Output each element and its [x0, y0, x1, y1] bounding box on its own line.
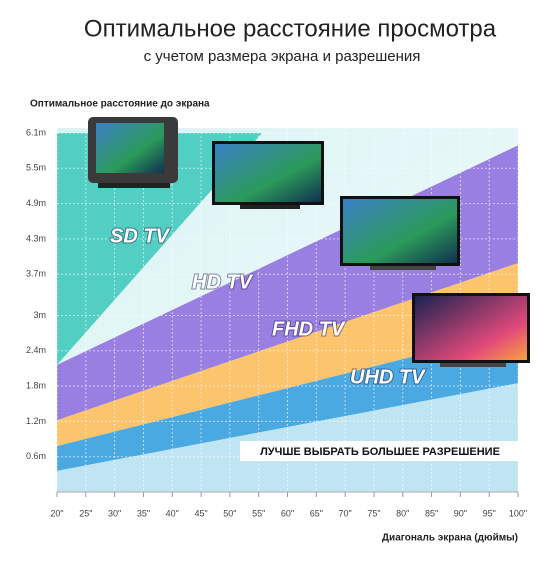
y-axis-label: Оптимальное расстояние до экрана	[30, 99, 210, 110]
x-tick-label: 45"	[194, 508, 207, 518]
x-axis-label: Диагональ экрана (дюймы)	[382, 533, 518, 544]
x-tick-label: 80"	[396, 508, 409, 518]
band-label: SD TV	[110, 225, 171, 247]
band-label: HD TV	[192, 271, 254, 293]
y-tick-label: 2.4m	[26, 345, 46, 355]
x-tick-label: 25"	[79, 508, 92, 518]
y-tick-label: 1.2m	[26, 416, 46, 426]
y-tick-label: 4.3m	[26, 233, 46, 243]
tv-icons	[88, 117, 530, 367]
y-tick-label: 3.7m	[26, 269, 46, 279]
x-tick-label: 90"	[454, 508, 467, 518]
x-tick-label: 40"	[166, 508, 179, 518]
title: Оптимальное расстояние просмотра	[84, 15, 497, 42]
annotation: ЛУЧШЕ ВЫБРАТЬ БОЛЬШЕЕ РАЗРЕШЕНИЕ	[260, 446, 500, 458]
x-tick-label: 30"	[108, 508, 121, 518]
y-tick-label: 5.5m	[26, 163, 46, 173]
x-tick-label: 95"	[483, 508, 496, 518]
y-tick-label: 0.6m	[26, 451, 46, 461]
x-tick-label: 70"	[339, 508, 352, 518]
x-tick-label: 35"	[137, 508, 150, 518]
x-tick-label: 65"	[310, 508, 323, 518]
band	[57, 133, 263, 365]
annotation-box	[240, 441, 518, 461]
y-tick-label: 4.9m	[26, 198, 46, 208]
x-tick-label: 85"	[425, 508, 438, 518]
x-tick-label: 20"	[50, 508, 63, 518]
x-tick-label: 75"	[367, 508, 380, 518]
y-tick-label: 6.1m	[26, 127, 46, 137]
y-tick-label: 1.8m	[26, 380, 46, 390]
x-tick-label: 60"	[281, 508, 294, 518]
band-label: UHD TV	[350, 366, 426, 388]
x-tick-label: 100"	[509, 508, 527, 518]
x-tick-label: 55"	[252, 508, 265, 518]
x-tick-label: 50"	[223, 508, 236, 518]
band-label: FHD TV	[272, 318, 346, 340]
subtitle: с учетом размера экрана и разрешения	[144, 48, 421, 65]
y-tick-label: 3m	[33, 310, 46, 320]
